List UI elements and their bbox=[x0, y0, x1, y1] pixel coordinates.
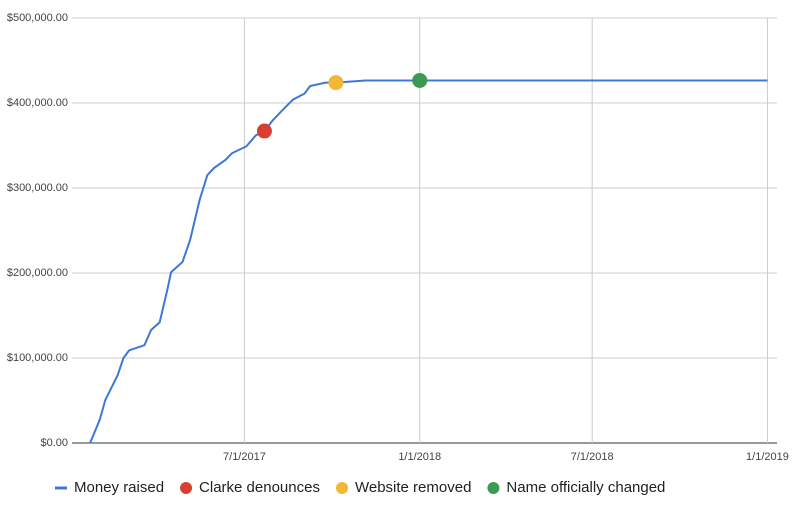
x-tick-label: 1/1/2019 bbox=[746, 451, 789, 463]
y-tick-label: $100,000.00 bbox=[7, 352, 68, 364]
event-marker bbox=[412, 72, 428, 88]
legend-swatch bbox=[180, 482, 193, 494]
y-tick-label: $400,000.00 bbox=[7, 97, 68, 109]
legend-swatch bbox=[487, 482, 500, 494]
x-tick-label: 7/1/2017 bbox=[223, 451, 266, 463]
legend-swatch bbox=[335, 482, 348, 494]
legend-label: Money raised bbox=[74, 479, 164, 496]
legend-label: Website removed bbox=[355, 479, 471, 496]
legend-label: Clarke denounces bbox=[199, 479, 320, 496]
y-tick-label: $300,000.00 bbox=[7, 182, 68, 194]
event-marker bbox=[328, 75, 344, 91]
y-tick-label: $200,000.00 bbox=[7, 267, 68, 279]
event-marker bbox=[256, 123, 272, 139]
legend-label: Name officially changed bbox=[506, 479, 665, 496]
y-tick-label: $500,000.00 bbox=[7, 12, 68, 24]
data-line bbox=[89, 79, 768, 444]
y-tick-label: $0.00 bbox=[40, 437, 68, 449]
x-tick-label: 1/1/2018 bbox=[398, 451, 441, 463]
x-tick-label: 7/1/2018 bbox=[571, 451, 614, 463]
